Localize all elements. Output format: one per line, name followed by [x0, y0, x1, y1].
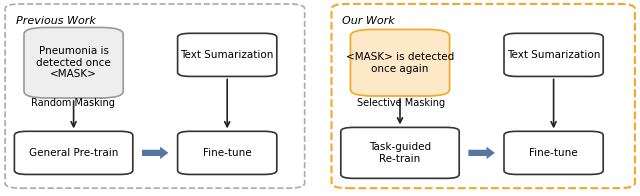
FancyBboxPatch shape — [24, 27, 123, 98]
FancyBboxPatch shape — [504, 131, 604, 174]
Text: Random Masking: Random Masking — [31, 98, 115, 108]
FancyBboxPatch shape — [177, 131, 277, 174]
Text: Previous Work: Previous Work — [16, 16, 96, 26]
Text: General Pre-train: General Pre-train — [29, 148, 118, 158]
Text: Text Sumarization: Text Sumarization — [507, 50, 600, 60]
Text: <MASK> is detected
once again: <MASK> is detected once again — [346, 52, 454, 74]
FancyBboxPatch shape — [15, 131, 133, 174]
Text: Pneumonia is
detected once
<MASK>: Pneumonia is detected once <MASK> — [36, 46, 111, 79]
Text: Task-guided
Re-train: Task-guided Re-train — [369, 142, 431, 164]
Text: Text Sumarization: Text Sumarization — [180, 50, 274, 60]
Text: Fine-tune: Fine-tune — [529, 148, 578, 158]
FancyBboxPatch shape — [351, 29, 450, 96]
Text: Selective Masking: Selective Masking — [357, 98, 445, 108]
FancyBboxPatch shape — [177, 33, 277, 76]
FancyBboxPatch shape — [340, 127, 460, 178]
Text: Our Work: Our Work — [342, 16, 395, 26]
Text: Fine-tune: Fine-tune — [203, 148, 252, 158]
FancyBboxPatch shape — [504, 33, 604, 76]
